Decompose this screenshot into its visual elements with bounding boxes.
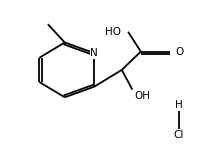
Text: HO: HO — [105, 27, 121, 37]
Text: Cl: Cl — [174, 130, 184, 140]
Text: OH: OH — [134, 91, 150, 101]
Text: N: N — [91, 48, 98, 58]
Text: H: H — [175, 100, 183, 110]
Text: O: O — [176, 47, 184, 57]
